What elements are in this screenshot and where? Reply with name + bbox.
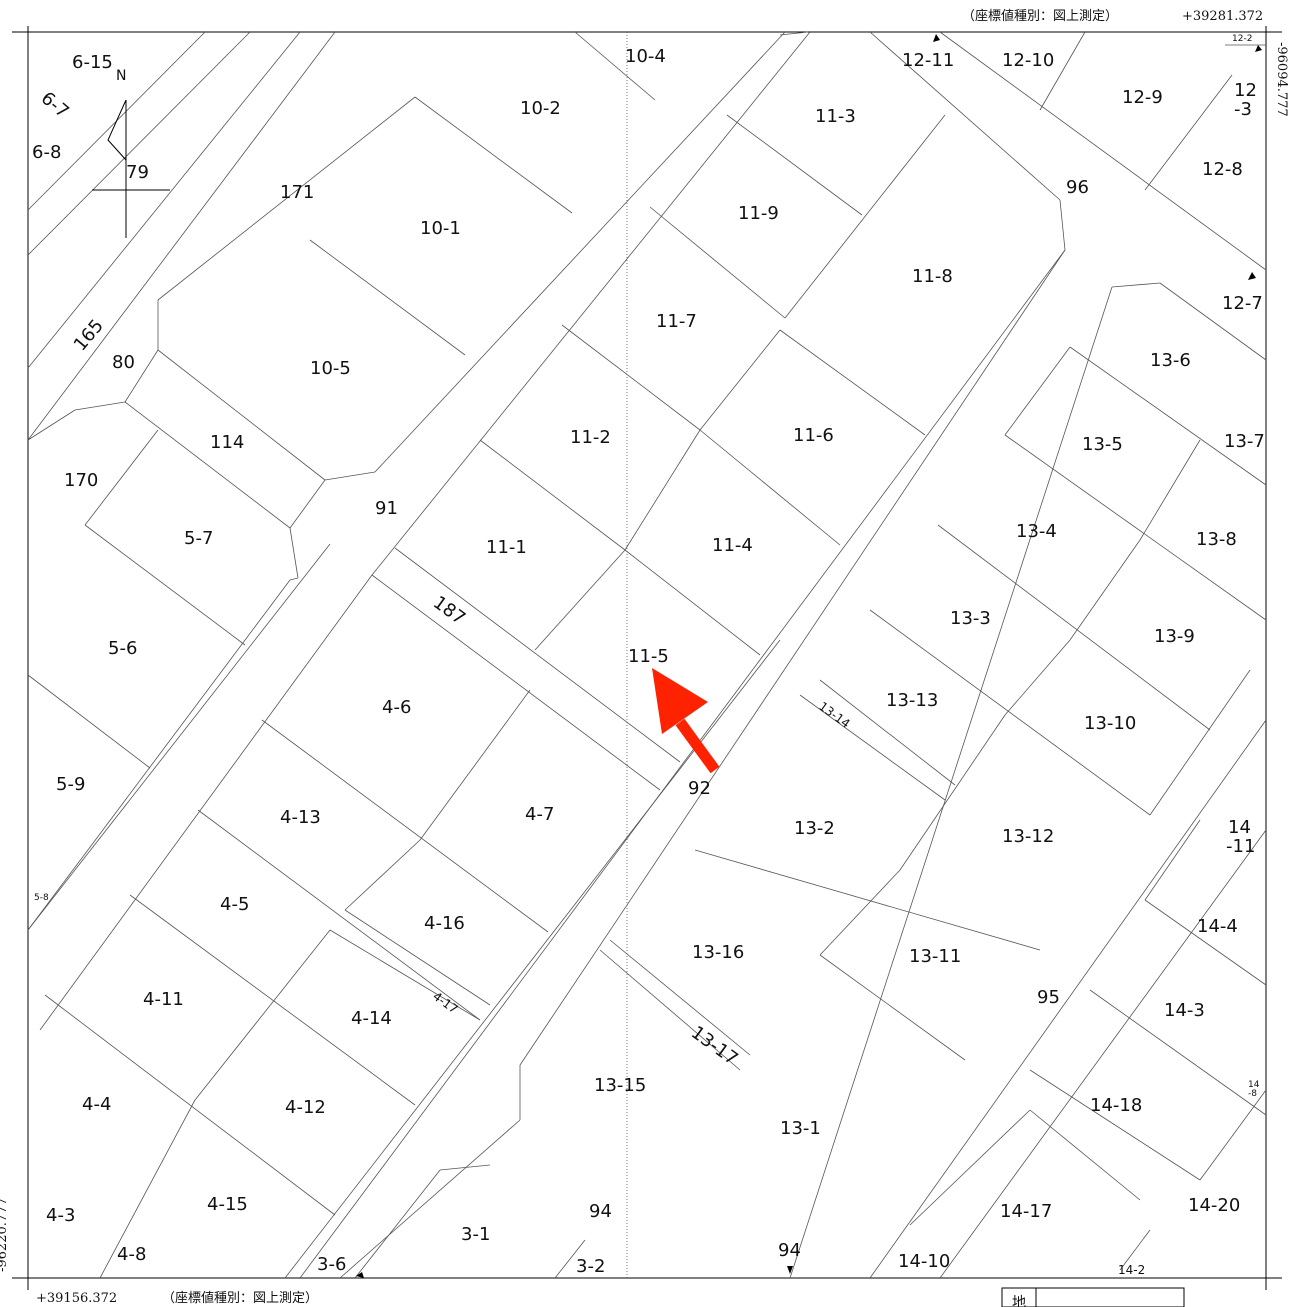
parcel-label: 96 bbox=[1066, 177, 1089, 198]
parcel-label: 13-8 bbox=[1196, 529, 1237, 550]
boundary-markers bbox=[356, 34, 1262, 1278]
parcel-label: 14-10 bbox=[898, 1251, 950, 1272]
parcel-label: 4-7 bbox=[525, 804, 554, 825]
parcel-label: 187 bbox=[429, 592, 469, 629]
parcel-label: 4-6 bbox=[382, 697, 411, 718]
parcel-label: 165 bbox=[70, 315, 108, 355]
parcel-label: 94 bbox=[589, 1201, 612, 1222]
map-frame bbox=[12, 26, 1282, 1307]
parcel-label: 170 bbox=[64, 470, 98, 491]
parcel-label: 4-12 bbox=[285, 1097, 326, 1118]
coord-y-right: -96094.777 bbox=[1274, 42, 1289, 117]
north-label: N bbox=[116, 68, 126, 84]
parcel-label: 3-1 bbox=[461, 1224, 490, 1245]
parcel-label: 11-1 bbox=[486, 537, 527, 558]
parcel-label: 13-12 bbox=[1002, 826, 1054, 847]
parcel-label: 11-3 bbox=[815, 106, 856, 127]
parcel-label: 12 bbox=[1234, 80, 1257, 101]
parcel-label: 4-5 bbox=[220, 894, 249, 915]
parcel-label: 4-14 bbox=[351, 1008, 392, 1029]
parcel-label: 95 bbox=[1037, 987, 1060, 1008]
parcel-label: 3-6 bbox=[317, 1254, 346, 1275]
parcel-label: 12-9 bbox=[1122, 87, 1163, 108]
parcel-label: 4-13 bbox=[280, 807, 321, 828]
parcel-label: 14-20 bbox=[1188, 1195, 1240, 1216]
parcel-label: 13-13 bbox=[886, 690, 938, 711]
parcel-label: 79 bbox=[126, 162, 149, 183]
parcel-label: 6-8 bbox=[32, 142, 61, 163]
parcel-label: 13-5 bbox=[1082, 434, 1123, 455]
parcel-label: 5-7 bbox=[184, 528, 213, 549]
parcel-label: 10-5 bbox=[310, 358, 351, 379]
parcel-label: 13-11 bbox=[909, 946, 961, 967]
parcel-label: 11-5 bbox=[628, 646, 669, 667]
parcel-label: 80 bbox=[112, 352, 135, 373]
parcel-label: 13-16 bbox=[692, 942, 744, 963]
parcel-label: 13-15 bbox=[594, 1075, 646, 1096]
parcel-label: 4-8 bbox=[117, 1244, 146, 1265]
parcel-label: 4-17 bbox=[430, 989, 460, 1016]
parcel-labels: 6-15 6-7 6-8 79 10-4 10-2 10-1 10-5 171 … bbox=[32, 34, 1265, 1277]
parcel-label: 4-4 bbox=[82, 1094, 111, 1115]
coord-x-top: +39281.372 bbox=[1182, 9, 1263, 24]
parcel-label: 13-1 bbox=[780, 1118, 821, 1139]
parcel-label: 4-11 bbox=[143, 989, 184, 1010]
parcel-label: 13-10 bbox=[1084, 713, 1136, 734]
parcel-label: 14-4 bbox=[1197, 916, 1238, 937]
parcel-label: 12-2 bbox=[1232, 34, 1252, 44]
parcel-label: 10-4 bbox=[625, 46, 666, 67]
north-arrow-icon bbox=[92, 99, 170, 238]
parcel-label: 12-8 bbox=[1202, 159, 1243, 180]
parcel-label: 14-3 bbox=[1164, 1000, 1205, 1021]
parcel-label: 11-8 bbox=[912, 266, 953, 287]
parcel-label: 11-6 bbox=[793, 425, 834, 446]
parcel-label: 13-7 bbox=[1224, 431, 1265, 452]
coord-type-top: （座標値種別：図上測定） bbox=[962, 8, 1118, 24]
parcel-label: 14 bbox=[1248, 1080, 1260, 1090]
parcel-label: 11-2 bbox=[570, 427, 611, 448]
parcel-label: 13-17 bbox=[687, 1022, 742, 1070]
parcel-label: 14-2 bbox=[1118, 1263, 1145, 1277]
parcel-label: 14 bbox=[1228, 817, 1251, 838]
parcel-label: 10-1 bbox=[420, 218, 461, 239]
coord-y-left: -96220.777 bbox=[0, 1197, 10, 1272]
parcel-label: 13-14 bbox=[816, 699, 852, 731]
parcel-label: 3-2 bbox=[576, 1256, 605, 1277]
parcel-label: 171 bbox=[280, 182, 314, 203]
parcel-label: 13-2 bbox=[794, 818, 835, 839]
parcel-label: 12-7 bbox=[1222, 293, 1263, 314]
parcel-label: 114 bbox=[210, 432, 244, 453]
coord-type-bottom: （座標値種別：図上測定） bbox=[162, 1290, 318, 1306]
parcel-label: 14-18 bbox=[1090, 1095, 1142, 1116]
parcel-label: -8 bbox=[1248, 1089, 1257, 1099]
parcel-label: 4-3 bbox=[46, 1205, 75, 1226]
parcel-label: 5-8 bbox=[34, 893, 49, 903]
parcel-label: 10-2 bbox=[520, 98, 561, 119]
parcel-label: 6-7 bbox=[37, 88, 73, 123]
parcel-label: 5-9 bbox=[56, 774, 85, 795]
parcel-label: 13-4 bbox=[1016, 521, 1057, 542]
parcel-label: 5-6 bbox=[108, 638, 137, 659]
parcel-label: -3 bbox=[1234, 99, 1252, 120]
parcel-label: 12-10 bbox=[1002, 50, 1054, 71]
parcel-label: 6-15 bbox=[72, 52, 113, 73]
legend-table-char: 地 bbox=[1012, 1295, 1026, 1307]
parcel-label: 11-7 bbox=[656, 311, 697, 332]
parcel-label: 91 bbox=[375, 498, 398, 519]
parcel-label: 13-9 bbox=[1154, 626, 1195, 647]
parcel-label: 12-11 bbox=[902, 50, 954, 71]
parcel-label: 13-3 bbox=[950, 608, 991, 629]
parcel-label: -11 bbox=[1226, 836, 1255, 857]
parcel-label: 11-4 bbox=[712, 535, 753, 556]
coord-x-bottom: +39156.372 bbox=[36, 1291, 117, 1306]
parcel-label: 4-16 bbox=[424, 913, 465, 934]
parcel-label: 94 bbox=[778, 1240, 801, 1261]
location-arrow-icon bbox=[652, 668, 720, 774]
parcel-label: 13-6 bbox=[1150, 350, 1191, 371]
parcel-label: 4-15 bbox=[207, 1194, 248, 1215]
parcel-label: 14-17 bbox=[1000, 1201, 1052, 1222]
parcel-label: 92 bbox=[688, 778, 711, 799]
parcel-label: 11-9 bbox=[738, 203, 779, 224]
